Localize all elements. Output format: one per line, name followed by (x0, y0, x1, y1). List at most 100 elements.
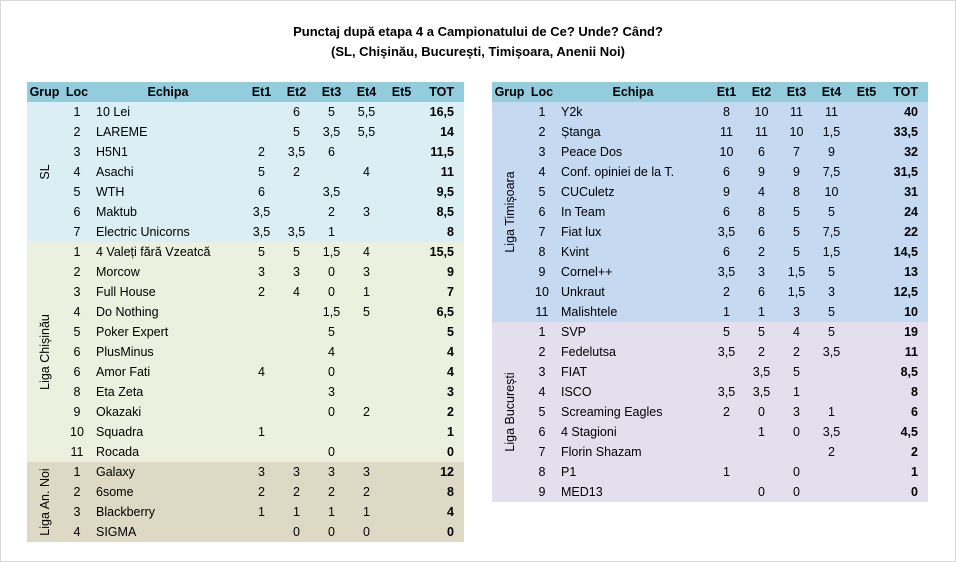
tot-cell: 4 (447, 365, 454, 379)
tot-cell: 11 (904, 345, 918, 359)
et3-cell: 1,5 (322, 305, 341, 319)
tot-cell: 9 (447, 265, 454, 279)
et1-cell (244, 122, 279, 142)
et3-cell: 1,5 (787, 265, 806, 279)
et2-cell: 4 (293, 285, 300, 299)
title-line-1: Punctaj după etapa 4 a Campionatului de … (293, 24, 663, 39)
loc-cell: 2 (538, 345, 546, 359)
tot-cell: 10 (904, 305, 918, 319)
header-loc: Loc (530, 85, 554, 99)
table-row: 3 Blackberry 1 1 1 1 4 (27, 502, 464, 522)
tot-cell: 0 (447, 525, 454, 539)
et2-cell (279, 422, 314, 442)
group-cell: Liga Chișinău (27, 242, 62, 462)
right-ranking-table: Grup Loc Echipa Et1 Et2 Et3 Et4 Et5 TOT … (492, 82, 928, 502)
loc-cell: 8 (538, 245, 546, 259)
et1-cell: 1 (723, 305, 730, 319)
et2-cell: 3,5 (752, 385, 771, 399)
tot-cell: 12,5 (893, 285, 918, 299)
et3-cell: 0 (328, 445, 335, 459)
tot-cell: 33,5 (893, 125, 918, 139)
et5-cell (384, 382, 419, 402)
table-row: 11 Malishtele 1 1 3 5 10 (492, 302, 928, 322)
et1-cell: 9 (723, 185, 730, 199)
table-row: 4 ISCO 3,5 3,5 1 8 (492, 382, 928, 402)
et2-cell: 5 (293, 245, 300, 259)
et4-cell: 5,5 (357, 105, 376, 119)
et5-cell (384, 322, 419, 342)
tot-cell: 16,5 (429, 105, 454, 119)
et2-cell: 6 (293, 105, 300, 119)
team-cell: ISCO (561, 385, 592, 399)
table-row: 3 Peace Dos 10 6 7 9 32 (492, 142, 928, 162)
loc-cell: 3 (73, 505, 81, 519)
team-cell: Electric Unicorns (96, 225, 190, 239)
et2-cell (744, 442, 779, 462)
et2-cell (279, 402, 314, 422)
table-row: 10 Unkraut 2 6 1,5 3 12,5 (492, 282, 928, 302)
et1-cell: 5 (258, 165, 265, 179)
et1-cell: 11 (720, 125, 733, 139)
tot-cell: 31,5 (893, 165, 918, 179)
header-loc: Loc (65, 85, 89, 99)
loc-cell: 1 (538, 325, 546, 339)
team-cell: Eta Zeta (96, 385, 144, 399)
et3-cell: 3,5 (322, 125, 341, 139)
team-cell: Poker Expert (96, 325, 169, 339)
tot-cell: 14,5 (893, 245, 918, 259)
et1-cell (244, 382, 279, 402)
et2-cell: 0 (758, 485, 765, 499)
et3-cell: 5 (793, 365, 800, 379)
tot-cell: 11,5 (430, 145, 454, 159)
team-cell: Ștanga (561, 125, 601, 139)
et1-cell: 2 (258, 145, 265, 159)
et4-cell: 1 (828, 405, 835, 419)
loc-cell: 1 (538, 105, 546, 119)
loc-cell: 10 (535, 285, 549, 299)
et5-cell (849, 282, 884, 302)
tot-cell: 2 (911, 445, 918, 459)
et4-cell: 1 (363, 285, 370, 299)
et4-cell: 10 (824, 185, 839, 199)
et1-cell: 3,5 (717, 345, 736, 359)
et1-cell: 3 (258, 265, 265, 279)
et3-cell: 5 (793, 225, 800, 239)
group-cell: Liga București (492, 322, 527, 502)
loc-cell: 5 (73, 325, 81, 339)
et2-cell (279, 202, 314, 222)
table-row: 5 Screaming Eagles 2 0 3 1 6 (492, 402, 928, 422)
et5-cell (849, 322, 884, 342)
et3-cell: 1,5 (787, 285, 806, 299)
team-cell: Okazaki (96, 405, 142, 419)
et5-cell (384, 242, 419, 262)
et5-cell (849, 422, 884, 442)
tot-cell: 5 (447, 325, 454, 339)
et1-cell: 3,5 (717, 385, 736, 399)
et1-cell: 3,5 (717, 265, 736, 279)
et2-cell: 2 (758, 245, 765, 259)
et3-cell: 1 (328, 225, 335, 239)
et4-cell: 5 (828, 325, 835, 339)
et1-cell: 6 (723, 165, 730, 179)
et5-cell (384, 302, 419, 322)
loc-cell: 5 (538, 185, 546, 199)
et4-cell (814, 462, 849, 482)
table-row: 7 Fiat lux 3,5 6 5 7,5 22 (492, 222, 928, 242)
tot-cell: 1 (447, 425, 454, 439)
left-table-body: SL 1 10 Lei 6 5 5,5 16,5 2 LAREME 5 3,5 5,5 14 3 H5N1 2… (27, 102, 464, 542)
team-cell: 10 Lei (96, 105, 131, 119)
et2-cell: 3,5 (287, 225, 306, 239)
tot-cell: 11 (440, 165, 454, 179)
et5-cell (849, 242, 884, 262)
loc-cell: 6 (73, 205, 81, 219)
loc-cell: 6 (73, 365, 81, 379)
table-row: 6 Amor Fati 4 0 4 (27, 362, 464, 382)
header-row: Grup Loc Echipa Et1 Et2 Et3 Et4 Et5 TOT (492, 82, 928, 102)
et4-cell: 5,5 (357, 125, 376, 139)
et1-cell (244, 442, 279, 462)
tot-cell: 6 (911, 405, 918, 419)
team-cell: 6some (96, 485, 134, 499)
table-row: 10 Squadra 1 1 (27, 422, 464, 442)
table-row: 3 Full House 2 4 0 1 7 (27, 282, 464, 302)
et4-cell (349, 222, 384, 242)
